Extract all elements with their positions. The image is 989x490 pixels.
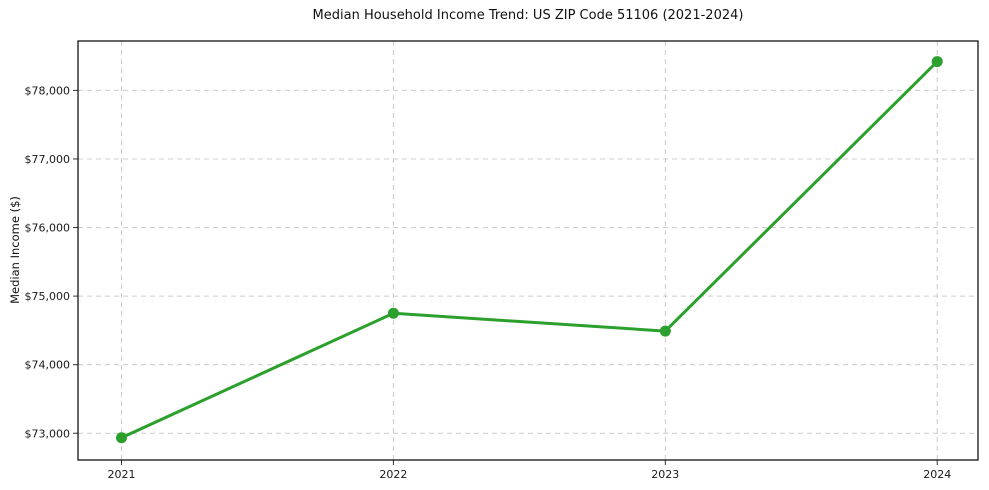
y-tick-label: $76,000 [25, 222, 71, 235]
x-tick-label: 2024 [923, 468, 951, 481]
y-tick-label: $75,000 [25, 290, 71, 303]
data-point-2023 [659, 325, 671, 337]
data-point-2021 [116, 432, 128, 444]
data-point-2022 [387, 307, 399, 319]
chart-title: Median Household Income Trend: US ZIP Co… [312, 8, 744, 23]
y-tick-label: $77,000 [25, 153, 71, 166]
y-tick-label: $78,000 [25, 84, 71, 97]
x-tick-label: 2022 [379, 468, 407, 481]
y-tick-label: $73,000 [25, 427, 71, 440]
x-tick-label: 2021 [108, 468, 136, 481]
plot-border [77, 40, 979, 461]
y-tick-label: $74,000 [25, 359, 71, 372]
x-tick-label: 2023 [651, 468, 679, 481]
data-point-2024 [931, 56, 943, 68]
trend-line [120, 60, 939, 440]
